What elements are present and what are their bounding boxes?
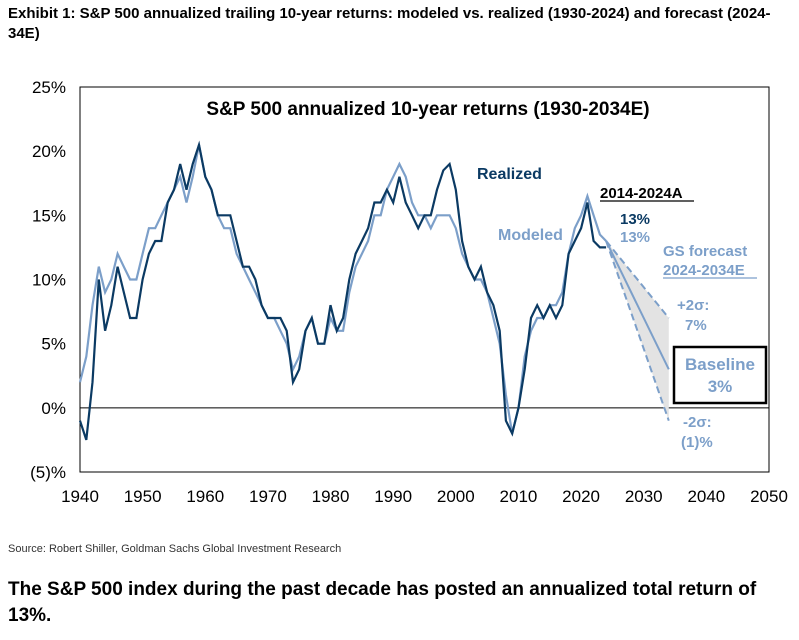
forecast-label-line1: GS forecast bbox=[663, 243, 747, 260]
plot-frame bbox=[79, 86, 770, 473]
x-tick-label: 2000 bbox=[437, 487, 475, 506]
source-note: Source: Robert Shiller, Goldman Sachs Gl… bbox=[8, 543, 342, 555]
x-tick-label: 1980 bbox=[312, 487, 350, 506]
x-axis: 1940 1950 1960 1970 1980 1990 2000 2010 2020 2030… bbox=[61, 487, 788, 506]
y-tick-label: 15% bbox=[32, 206, 66, 225]
y-tick-label: 10% bbox=[32, 271, 66, 290]
forecast-baseline-line bbox=[605, 240, 670, 370]
forecast-upper-line bbox=[605, 240, 670, 319]
y-axis: 25% 20% 15% 10% 5% 0% (5)% bbox=[30, 78, 66, 482]
x-tick-label: 1970 bbox=[249, 487, 287, 506]
realized-label: Realized bbox=[477, 166, 542, 183]
x-tick-label: 2040 bbox=[687, 487, 725, 506]
y-tick-label: 25% bbox=[32, 78, 66, 97]
baseline-box bbox=[672, 345, 768, 405]
forecast-lower-line bbox=[605, 240, 670, 421]
baseline-label-line1: Baseline bbox=[685, 355, 755, 374]
series-line-realized bbox=[78, 140, 607, 441]
modeled-label: Modeled bbox=[498, 227, 563, 244]
x-tick-label: 2030 bbox=[625, 487, 663, 506]
y-tick-label: 20% bbox=[32, 142, 66, 161]
y-tick-label: 5% bbox=[41, 335, 66, 354]
returns-chart: 25% 20% 15% 10% 5% 0% (5)% 1940 1950 1960 1970 198… bbox=[30, 78, 788, 506]
lower-label-line1: -2σ: bbox=[683, 414, 712, 431]
series-line-modeled bbox=[78, 144, 607, 434]
upper-label-line1: +2σ: bbox=[677, 297, 709, 314]
exhibit-title: Exhibit 1: S&P 500 annualized trailing 1… bbox=[8, 5, 771, 42]
lower-label-line2: (1)% bbox=[681, 434, 713, 451]
y-tick-label: 0% bbox=[41, 399, 66, 418]
x-tick-label: 1990 bbox=[374, 487, 412, 506]
x-tick-label: 1940 bbox=[61, 487, 99, 506]
period-label: 2014-2024A bbox=[600, 185, 683, 202]
baseline-label-line2: 3% bbox=[708, 377, 733, 396]
chart-title: S&P 500 annualized 10-year returns (1930… bbox=[206, 99, 649, 120]
modeled-value: 13% bbox=[620, 229, 650, 246]
forecast-label-line2: 2024-2034E bbox=[663, 262, 745, 279]
x-tick-label: 2010 bbox=[500, 487, 538, 506]
x-tick-label: 2050 bbox=[750, 487, 788, 506]
realized-value: 13% bbox=[620, 211, 650, 228]
y-tick-label: (5)% bbox=[30, 463, 66, 482]
caption: The S&P 500 index during the past decade… bbox=[8, 579, 757, 626]
upper-label-line2: 7% bbox=[685, 317, 707, 334]
x-tick-label: 1950 bbox=[124, 487, 162, 506]
x-tick-label: 1960 bbox=[186, 487, 224, 506]
x-tick-label: 2020 bbox=[562, 487, 600, 506]
